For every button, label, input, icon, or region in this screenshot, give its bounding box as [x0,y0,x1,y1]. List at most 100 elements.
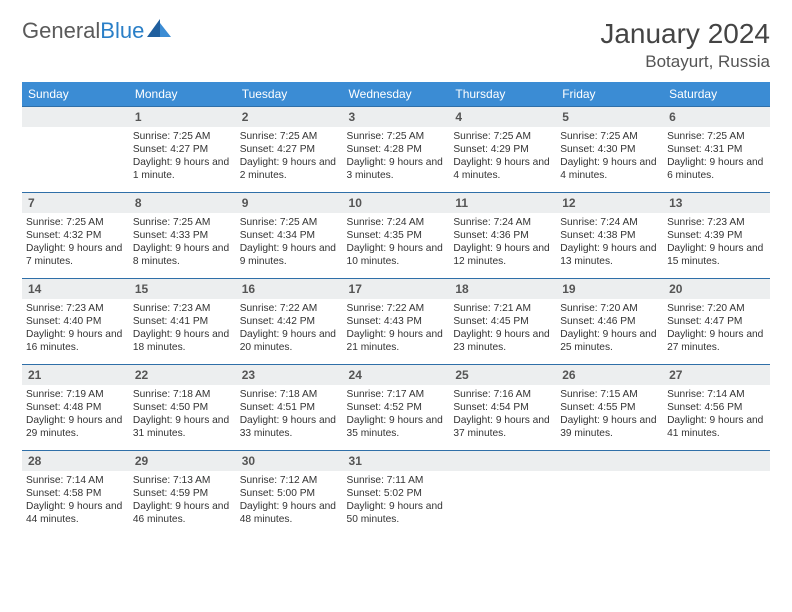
sunset-line: Sunset: 4:41 PM [133,315,232,328]
day-cell: 23Sunrise: 7:18 AMSunset: 4:51 PMDayligh… [236,365,343,451]
day-cell: 26Sunrise: 7:15 AMSunset: 4:55 PMDayligh… [556,365,663,451]
daylight-line: Daylight: 9 hours and 6 minutes. [667,156,766,182]
calendar: Sunday Monday Tuesday Wednesday Thursday… [0,82,792,537]
sunset-line: Sunset: 4:29 PM [453,143,552,156]
day-body: Sunrise: 7:23 AMSunset: 4:39 PMDaylight:… [663,213,770,272]
sunset-line: Sunset: 4:28 PM [347,143,446,156]
col-thursday: Thursday [449,82,556,107]
day-number: 23 [236,365,343,385]
day-number: 21 [22,365,129,385]
day-number: 7 [22,193,129,213]
day-number: 10 [343,193,450,213]
sunrise-line: Sunrise: 7:23 AM [667,216,766,229]
sunrise-line: Sunrise: 7:24 AM [347,216,446,229]
day-number [22,107,129,127]
daylight-line: Daylight: 9 hours and 2 minutes. [240,156,339,182]
day-body: Sunrise: 7:13 AMSunset: 4:59 PMDaylight:… [129,471,236,530]
day-body: Sunrise: 7:17 AMSunset: 4:52 PMDaylight:… [343,385,450,444]
day-body: Sunrise: 7:15 AMSunset: 4:55 PMDaylight:… [556,385,663,444]
sunset-line: Sunset: 5:00 PM [240,487,339,500]
col-saturday: Saturday [663,82,770,107]
sunrise-line: Sunrise: 7:25 AM [347,130,446,143]
sunset-line: Sunset: 4:27 PM [240,143,339,156]
daylight-line: Daylight: 9 hours and 9 minutes. [240,242,339,268]
sunrise-line: Sunrise: 7:18 AM [133,388,232,401]
day-cell: 18Sunrise: 7:21 AMSunset: 4:45 PMDayligh… [449,279,556,365]
week-row: 21Sunrise: 7:19 AMSunset: 4:48 PMDayligh… [22,365,770,451]
calendar-table: Sunday Monday Tuesday Wednesday Thursday… [22,82,770,537]
day-body: Sunrise: 7:25 AMSunset: 4:27 PMDaylight:… [236,127,343,186]
day-body: Sunrise: 7:25 AMSunset: 4:28 PMDaylight:… [343,127,450,186]
day-number: 19 [556,279,663,299]
sail-icon [147,19,173,44]
sunset-line: Sunset: 4:43 PM [347,315,446,328]
daylight-line: Daylight: 9 hours and 29 minutes. [26,414,125,440]
sunset-line: Sunset: 4:40 PM [26,315,125,328]
daylight-line: Daylight: 9 hours and 3 minutes. [347,156,446,182]
col-friday: Friday [556,82,663,107]
sunrise-line: Sunrise: 7:19 AM [26,388,125,401]
daylight-line: Daylight: 9 hours and 23 minutes. [453,328,552,354]
day-body: Sunrise: 7:25 AMSunset: 4:32 PMDaylight:… [22,213,129,272]
logo-blue: Blue [100,18,144,43]
sunset-line: Sunset: 4:32 PM [26,229,125,242]
day-cell: 4Sunrise: 7:25 AMSunset: 4:29 PMDaylight… [449,107,556,193]
day-body: Sunrise: 7:24 AMSunset: 4:38 PMDaylight:… [556,213,663,272]
daylight-line: Daylight: 9 hours and 46 minutes. [133,500,232,526]
daylight-line: Daylight: 9 hours and 48 minutes. [240,500,339,526]
sunset-line: Sunset: 4:45 PM [453,315,552,328]
sunset-line: Sunset: 5:02 PM [347,487,446,500]
sunrise-line: Sunrise: 7:22 AM [240,302,339,315]
sunrise-line: Sunrise: 7:24 AM [560,216,659,229]
day-number: 29 [129,451,236,471]
day-cell: 16Sunrise: 7:22 AMSunset: 4:42 PMDayligh… [236,279,343,365]
daylight-line: Daylight: 9 hours and 35 minutes. [347,414,446,440]
day-cell [663,451,770,537]
sunrise-line: Sunrise: 7:25 AM [560,130,659,143]
day-number: 12 [556,193,663,213]
sunrise-line: Sunrise: 7:20 AM [560,302,659,315]
day-body: Sunrise: 7:25 AMSunset: 4:27 PMDaylight:… [129,127,236,186]
daylight-line: Daylight: 9 hours and 4 minutes. [560,156,659,182]
header-row: Sunday Monday Tuesday Wednesday Thursday… [22,82,770,107]
day-cell: 2Sunrise: 7:25 AMSunset: 4:27 PMDaylight… [236,107,343,193]
day-cell: 13Sunrise: 7:23 AMSunset: 4:39 PMDayligh… [663,193,770,279]
day-cell: 30Sunrise: 7:12 AMSunset: 5:00 PMDayligh… [236,451,343,537]
day-cell: 15Sunrise: 7:23 AMSunset: 4:41 PMDayligh… [129,279,236,365]
sunset-line: Sunset: 4:33 PM [133,229,232,242]
sunrise-line: Sunrise: 7:14 AM [667,388,766,401]
col-tuesday: Tuesday [236,82,343,107]
page-header: GeneralBlue January 2024 Botayurt, Russi… [0,0,792,82]
daylight-line: Daylight: 9 hours and 1 minute. [133,156,232,182]
day-number [663,451,770,471]
day-cell: 3Sunrise: 7:25 AMSunset: 4:28 PMDaylight… [343,107,450,193]
day-body: Sunrise: 7:20 AMSunset: 4:46 PMDaylight:… [556,299,663,358]
sunset-line: Sunset: 4:27 PM [133,143,232,156]
daylight-line: Daylight: 9 hours and 50 minutes. [347,500,446,526]
day-number: 1 [129,107,236,127]
day-cell: 12Sunrise: 7:24 AMSunset: 4:38 PMDayligh… [556,193,663,279]
week-row: 28Sunrise: 7:14 AMSunset: 4:58 PMDayligh… [22,451,770,537]
day-body: Sunrise: 7:24 AMSunset: 4:36 PMDaylight:… [449,213,556,272]
sunrise-line: Sunrise: 7:25 AM [240,216,339,229]
sunset-line: Sunset: 4:39 PM [667,229,766,242]
sunrise-line: Sunrise: 7:17 AM [347,388,446,401]
day-body: Sunrise: 7:16 AMSunset: 4:54 PMDaylight:… [449,385,556,444]
sunrise-line: Sunrise: 7:20 AM [667,302,766,315]
sunset-line: Sunset: 4:48 PM [26,401,125,414]
day-cell: 19Sunrise: 7:20 AMSunset: 4:46 PMDayligh… [556,279,663,365]
day-cell: 8Sunrise: 7:25 AMSunset: 4:33 PMDaylight… [129,193,236,279]
day-body: Sunrise: 7:19 AMSunset: 4:48 PMDaylight:… [22,385,129,444]
sunrise-line: Sunrise: 7:23 AM [133,302,232,315]
day-cell: 7Sunrise: 7:25 AMSunset: 4:32 PMDaylight… [22,193,129,279]
day-number: 31 [343,451,450,471]
sunrise-line: Sunrise: 7:25 AM [453,130,552,143]
day-body: Sunrise: 7:12 AMSunset: 5:00 PMDaylight:… [236,471,343,530]
sunset-line: Sunset: 4:50 PM [133,401,232,414]
location-label: Botayurt, Russia [600,52,770,72]
daylight-line: Daylight: 9 hours and 15 minutes. [667,242,766,268]
day-number: 9 [236,193,343,213]
day-cell: 31Sunrise: 7:11 AMSunset: 5:02 PMDayligh… [343,451,450,537]
month-title: January 2024 [600,18,770,50]
daylight-line: Daylight: 9 hours and 44 minutes. [26,500,125,526]
